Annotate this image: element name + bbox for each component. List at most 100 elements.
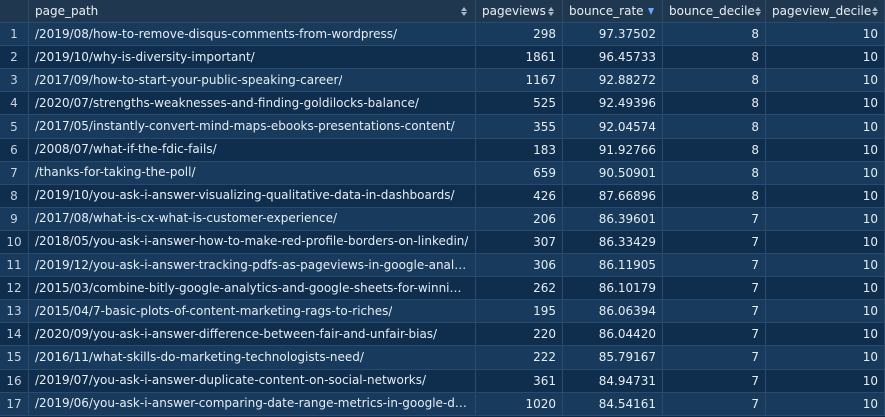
cell-pageview-decile[interactable]: 10: [766, 323, 885, 347]
cell-pageviews[interactable]: 659: [476, 161, 563, 185]
cell-pageviews[interactable]: 307: [476, 230, 563, 255]
cell-bounce-decile[interactable]: 7: [663, 254, 766, 278]
cell-pageviews[interactable]: 1167: [476, 69, 563, 93]
row-number[interactable]: 12: [0, 277, 29, 301]
cell-bounce-decile[interactable]: 7: [663, 323, 766, 347]
cell-bounce-decile[interactable]: 8: [663, 161, 766, 185]
cell-page-path[interactable]: /2019/10/you-ask-i-answer-visualizing-qu…: [29, 184, 476, 208]
cell-page-path[interactable]: /2008/07/what-if-the-fdic-fails/: [29, 138, 476, 162]
cell-pageview-decile[interactable]: 10: [766, 46, 885, 70]
cell-page-path[interactable]: /2018/05/you-ask-i-answer-how-to-make-re…: [29, 230, 476, 255]
cell-pageviews[interactable]: 306: [476, 254, 563, 278]
cell-bounce-rate[interactable]: 85.79167: [563, 346, 663, 370]
row-number[interactable]: 10: [0, 230, 29, 255]
cell-bounce-decile[interactable]: 7: [663, 207, 766, 231]
row-number[interactable]: 17: [0, 392, 29, 416]
cell-bounce-decile[interactable]: 8: [663, 23, 766, 47]
cell-page-path[interactable]: /2015/03/combine-bitly-google-analytics-…: [29, 277, 476, 301]
cell-pageviews[interactable]: 183: [476, 138, 563, 162]
cell-pageview-decile[interactable]: 10: [766, 115, 885, 139]
cell-pageviews[interactable]: 525: [476, 92, 563, 116]
cell-pageviews[interactable]: 355: [476, 115, 563, 139]
cell-bounce-rate[interactable]: 97.37502: [563, 23, 663, 47]
cell-pageviews[interactable]: 298: [476, 23, 563, 47]
row-number[interactable]: 13: [0, 300, 29, 324]
cell-pageview-decile[interactable]: 10: [766, 392, 885, 416]
cell-pageview-decile[interactable]: 10: [766, 369, 885, 393]
cell-pageview-decile[interactable]: 10: [766, 92, 885, 116]
cell-bounce-decile[interactable]: 7: [663, 230, 766, 255]
cell-page-path[interactable]: /2019/07/you-ask-i-answer-duplicate-cont…: [29, 369, 476, 393]
cell-pageviews[interactable]: 222: [476, 346, 563, 370]
cell-page-path[interactable]: /2019/06/you-ask-i-answer-comparing-date…: [29, 392, 476, 416]
cell-page-path[interactable]: /2019/10/why-is-diversity-important/: [29, 46, 476, 70]
cell-bounce-decile[interactable]: 8: [663, 92, 766, 116]
column-header-bounce-rate[interactable]: bounce_rate: [563, 0, 663, 24]
row-number[interactable]: 3: [0, 69, 29, 93]
cell-bounce-rate[interactable]: 91.92766: [563, 138, 663, 162]
cell-pageview-decile[interactable]: 10: [766, 138, 885, 162]
cell-bounce-rate[interactable]: 86.33429: [563, 230, 663, 255]
cell-pageviews[interactable]: 426: [476, 184, 563, 208]
row-number[interactable]: 4: [0, 92, 29, 116]
cell-pageviews[interactable]: 206: [476, 207, 563, 231]
cell-pageview-decile[interactable]: 10: [766, 184, 885, 208]
cell-page-path[interactable]: /2020/07/strengths-weaknesses-and-findin…: [29, 92, 476, 116]
cell-page-path[interactable]: /2020/09/you-ask-i-answer-difference-bet…: [29, 323, 476, 347]
row-number[interactable]: 5: [0, 115, 29, 139]
row-number[interactable]: 16: [0, 369, 29, 393]
cell-page-path[interactable]: /2019/12/you-ask-i-answer-tracking-pdfs-…: [29, 254, 476, 278]
row-number[interactable]: 8: [0, 184, 29, 208]
cell-pageview-decile[interactable]: 10: [766, 69, 885, 93]
cell-page-path[interactable]: /2019/08/how-to-remove-disqus-comments-f…: [29, 23, 476, 47]
cell-page-path[interactable]: /2016/11/what-skills-do-marketing-techno…: [29, 346, 476, 370]
cell-bounce-rate[interactable]: 86.11905: [563, 254, 663, 278]
cell-bounce-decile[interactable]: 8: [663, 184, 766, 208]
row-number[interactable]: 2: [0, 46, 29, 70]
cell-bounce-rate[interactable]: 84.54161: [563, 392, 663, 416]
cell-pageviews[interactable]: 1861: [476, 46, 563, 70]
cell-pageviews[interactable]: 220: [476, 323, 563, 347]
cell-pageview-decile[interactable]: 10: [766, 161, 885, 185]
cell-pageview-decile[interactable]: 10: [766, 346, 885, 370]
row-number[interactable]: 15: [0, 346, 29, 370]
cell-pageview-decile[interactable]: 10: [766, 230, 885, 255]
cell-bounce-decile[interactable]: 7: [663, 277, 766, 301]
cell-pageviews[interactable]: 195: [476, 300, 563, 324]
cell-bounce-decile[interactable]: 7: [663, 346, 766, 370]
cell-bounce-rate[interactable]: 92.04574: [563, 115, 663, 139]
cell-page-path[interactable]: /thanks-for-taking-the-poll/: [29, 161, 476, 185]
cell-page-path[interactable]: /2017/08/what-is-cx-what-is-customer-exp…: [29, 207, 476, 231]
cell-bounce-rate[interactable]: 92.88272: [563, 69, 663, 93]
column-header-bounce-decile[interactable]: bounce_decile: [663, 0, 766, 24]
cell-bounce-rate[interactable]: 92.49396: [563, 92, 663, 116]
cell-bounce-decile[interactable]: 7: [663, 392, 766, 416]
column-header-pageviews[interactable]: pageviews: [476, 0, 563, 24]
cell-bounce-decile[interactable]: 7: [663, 300, 766, 324]
cell-bounce-rate[interactable]: 96.45733: [563, 46, 663, 70]
cell-pageview-decile[interactable]: 10: [766, 254, 885, 278]
cell-bounce-decile[interactable]: 8: [663, 69, 766, 93]
row-number[interactable]: 11: [0, 254, 29, 278]
cell-bounce-rate[interactable]: 90.50901: [563, 161, 663, 185]
column-header-page-path[interactable]: page_path: [29, 0, 476, 24]
cell-bounce-rate[interactable]: 86.10179: [563, 277, 663, 301]
cell-bounce-decile[interactable]: 7: [663, 369, 766, 393]
row-number[interactable]: 1: [0, 23, 29, 47]
cell-bounce-decile[interactable]: 8: [663, 138, 766, 162]
cell-bounce-rate[interactable]: 86.39601: [563, 207, 663, 231]
row-number[interactable]: 7: [0, 161, 29, 185]
cell-pageview-decile[interactable]: 10: [766, 207, 885, 231]
cell-pageview-decile[interactable]: 10: [766, 23, 885, 47]
cell-page-path[interactable]: /2017/09/how-to-start-your-public-speaki…: [29, 69, 476, 93]
cell-bounce-decile[interactable]: 8: [663, 46, 766, 70]
cell-page-path[interactable]: /2015/04/7-basic-plots-of-content-market…: [29, 300, 476, 324]
cell-pageview-decile[interactable]: 10: [766, 300, 885, 324]
cell-pageviews[interactable]: 361: [476, 369, 563, 393]
cell-bounce-rate[interactable]: 86.06394: [563, 300, 663, 324]
cell-pageview-decile[interactable]: 10: [766, 277, 885, 301]
column-header-pageview-decile[interactable]: pageview_decile: [766, 0, 885, 24]
cell-bounce-decile[interactable]: 8: [663, 115, 766, 139]
row-number[interactable]: 9: [0, 207, 29, 231]
row-number[interactable]: 14: [0, 323, 29, 347]
